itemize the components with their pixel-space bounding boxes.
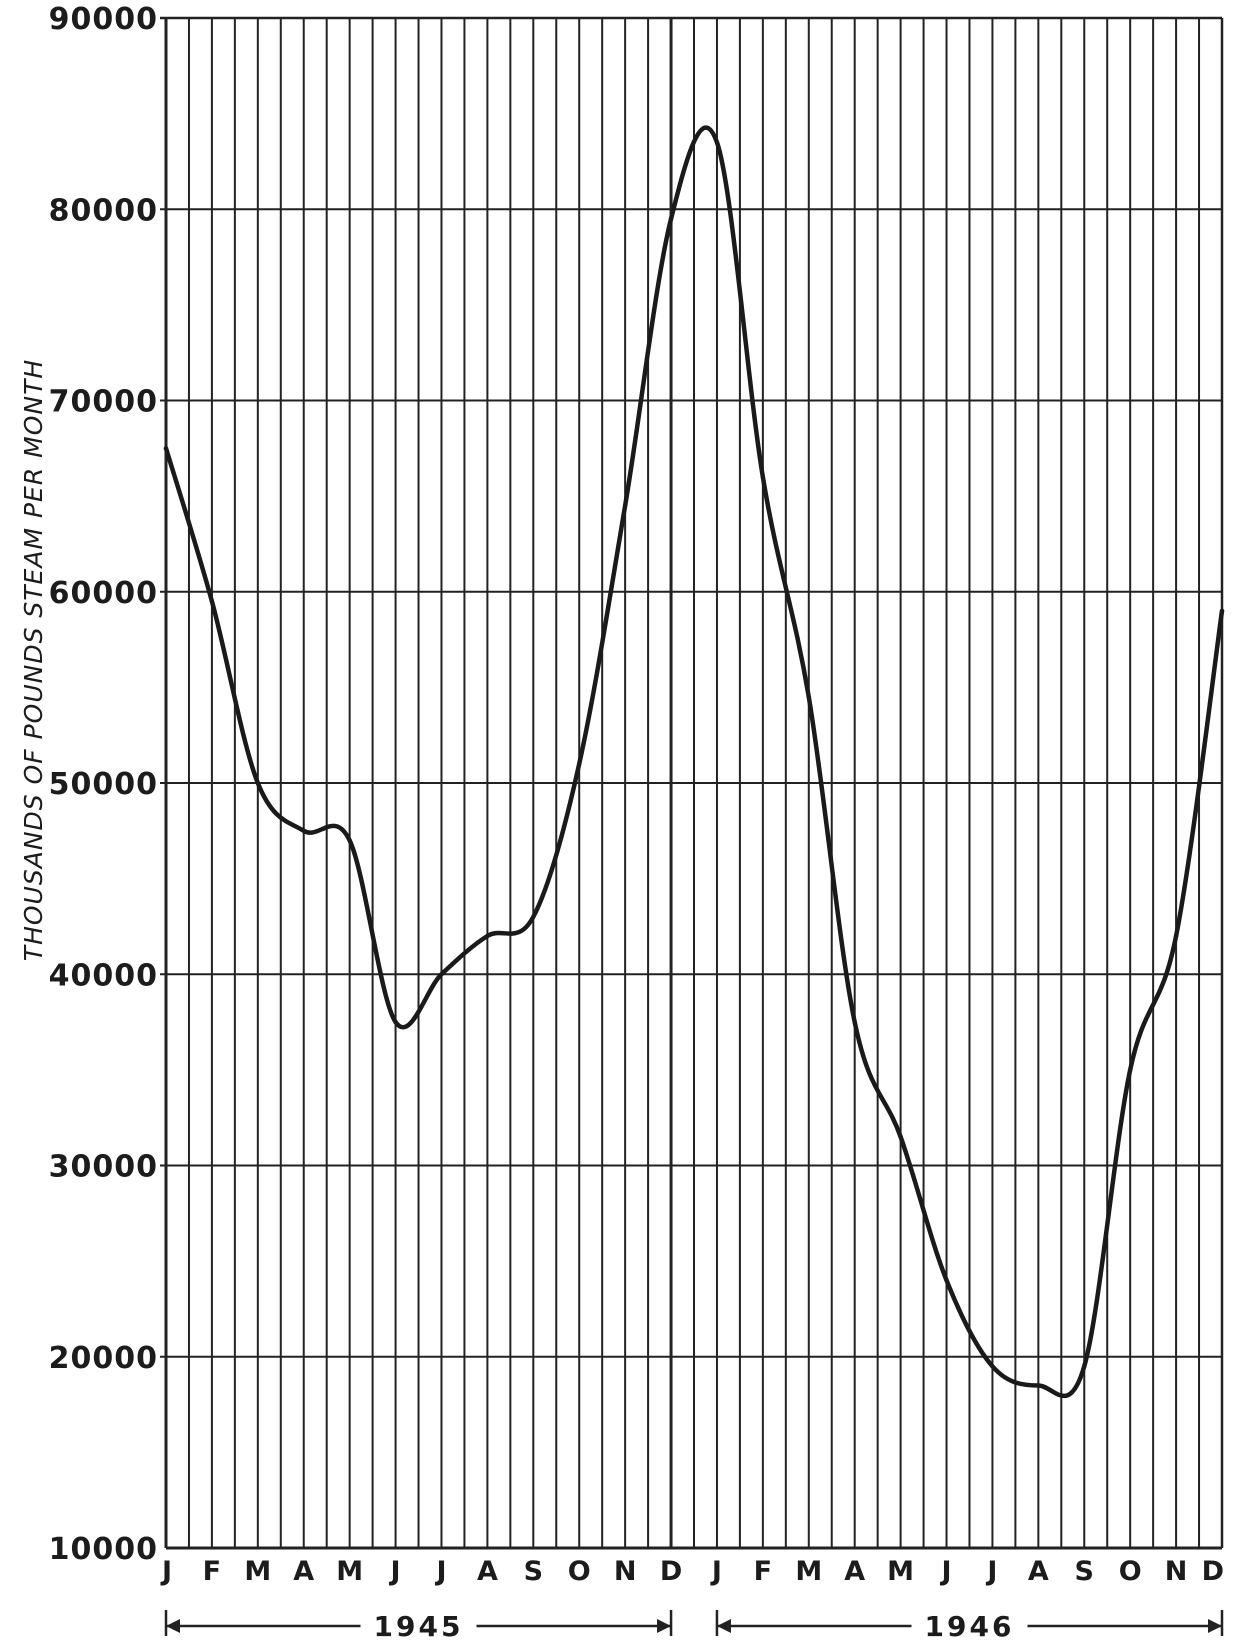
x-tick-label: A [477,1556,498,1587]
data-point [347,838,352,843]
data-point [301,828,306,834]
x-tick-label: J [985,1556,997,1587]
data-point [622,503,628,508]
data-point [531,914,536,920]
x-tick-label: D [660,1556,682,1587]
x-tick-label: M [336,1556,363,1587]
data-point [439,972,444,977]
x-tick-label: N [614,1556,637,1587]
data-point [577,761,582,767]
series-layer [163,125,1225,1399]
y-axis-label: THOUSANDS OF POUNDS STEAM PER MONTH [19,359,48,961]
data-point [714,140,720,145]
x-tick-label: M [244,1556,271,1587]
x-tick-label: F [203,1556,221,1587]
data-point [485,933,490,939]
y-tick-label: 80000 [49,193,158,228]
data-point [1173,933,1179,939]
year-bracket-arrow [1208,1619,1222,1633]
data-point [1036,1383,1041,1388]
data-point [806,694,811,700]
year-bracket-arrow [657,1619,672,1633]
x-tick-label: S [524,1556,543,1587]
x-tick-label: S [1075,1556,1094,1587]
data-point [1082,1364,1087,1369]
data-point [852,1019,857,1025]
data-point [393,1019,398,1025]
x-tick-label: O [1119,1556,1142,1587]
x-tick-label: J [710,1556,722,1587]
year-bracket-arrow [166,1619,180,1633]
year-label: 1946 [925,1610,1015,1637]
data-point [990,1364,995,1369]
x-tick-label: J [939,1556,951,1587]
data-point [209,599,215,604]
data-point [163,446,169,451]
year-label: 1945 [374,1610,464,1637]
x-tick-label: A [293,1556,314,1587]
data-point [1219,608,1225,614]
y-tick-label: 30000 [49,1150,158,1185]
x-tick-label: A [844,1556,865,1587]
x-tick-label: M [795,1556,822,1587]
x-tick-label: J [160,1556,172,1587]
data-point [944,1278,949,1283]
series-line [163,125,1225,1399]
y-axis-ticks: 90000 80000 70000 60000 50000 40000 30000 20000… [49,2,158,1567]
data-point [1127,1067,1133,1073]
data-point [898,1134,903,1140]
x-tick-label: A [1028,1556,1049,1587]
x-tick-label: O [568,1556,591,1587]
y-tick-label: 10000 [49,1532,158,1567]
y-tick-label: 60000 [49,576,158,611]
year-bracket-arrow [716,1619,731,1633]
x-tick-label: M [887,1556,914,1587]
y-tick-label: 40000 [49,958,158,993]
x-tick-label: J [389,1556,401,1587]
y-tick-label: 50000 [49,767,158,802]
year-axis: 1945 1946 [164,1610,1224,1641]
data-point [668,216,674,222]
x-tick-label: D [1202,1556,1224,1587]
x-tick-label: J [434,1556,446,1587]
x-tick-label: N [1165,1556,1188,1587]
y-tick-label: 20000 [49,1341,158,1376]
data-point [760,474,766,480]
grid [160,16,1224,1550]
y-tick-label: 70000 [49,385,158,420]
data-point [255,780,261,786]
x-tick-label: F [754,1556,772,1587]
y-tick-label: 90000 [49,2,158,37]
